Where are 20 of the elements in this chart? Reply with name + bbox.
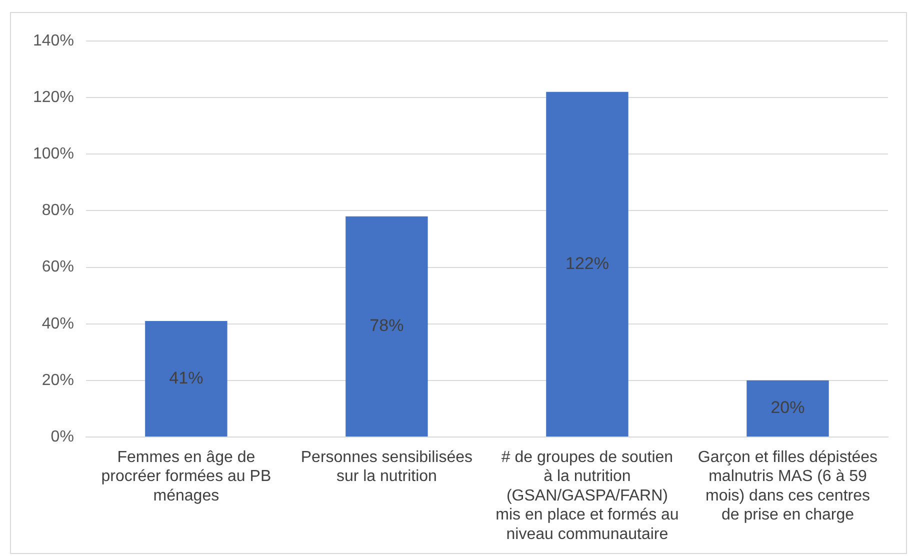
x-tick-label: Femmes en âge de procréer formées au PB ménages [101,449,272,504]
bar [746,380,829,436]
data-label: 41% [169,368,204,388]
data-label: 122% [565,254,609,273]
y-tick-label: 80% [42,202,74,220]
x-tick-label: # de groupes de soutien à la nutrition (GSAN/GASPA/FARN) mis en place et formés au niveau communautaire [496,449,679,543]
y-tick-label: 120% [33,88,74,106]
y-tick-label: 20% [42,372,74,389]
bar [546,92,628,436]
data-label: 20% [770,398,805,418]
y-tick-label: 140% [33,32,74,50]
y-tick-label: 60% [42,258,74,276]
y-tick-label: 0% [50,428,74,446]
bar [346,216,428,436]
x-tick-label: Personnes sensibilisées sur la nutrition [300,449,473,486]
y-tick-label: 40% [42,315,74,332]
data-label: 78% [370,316,404,336]
bar [145,321,228,436]
y-tick-label: 100% [33,146,74,163]
x-tick-label: Garçon et filles dépistées malnutris MAS (6 à 59 mois) dans ces centres de prise en charge [698,449,878,524]
